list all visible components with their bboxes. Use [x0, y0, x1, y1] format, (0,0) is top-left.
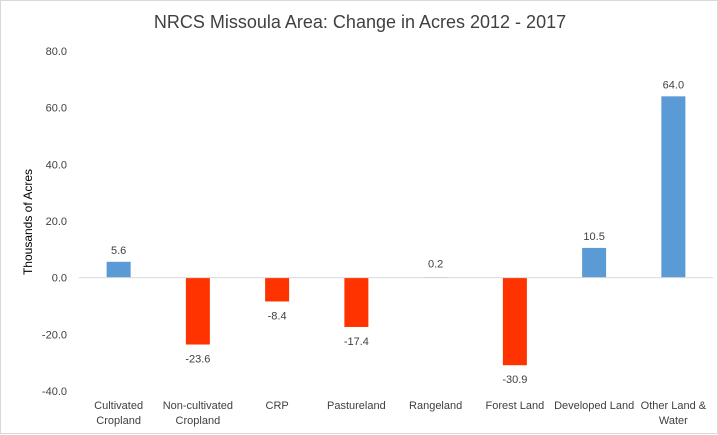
- bar: [185, 277, 210, 345]
- data-label: -30.9: [502, 374, 527, 386]
- data-label: 0.2: [428, 259, 443, 271]
- data-label: 64.0: [663, 79, 684, 91]
- bar: [661, 96, 686, 278]
- category-label: Other Land &: [641, 400, 707, 412]
- bar: [344, 277, 369, 327]
- y-axis-label: Thousands of Acres: [21, 169, 35, 275]
- data-label: -8.4: [268, 310, 287, 322]
- category-label: Cultivated: [94, 400, 143, 412]
- y-tick-label: 20.0: [46, 216, 67, 228]
- data-labels: 5.6 -23.6 -8.4 -17.4 0.2 -30.9 10.5 64.0: [111, 79, 684, 386]
- y-tick-label: 0.0: [52, 273, 67, 285]
- bar: [106, 261, 131, 278]
- y-tick-label: 60.0: [46, 103, 67, 115]
- category-label: Cropland: [96, 415, 141, 427]
- category-labels: Cultivated Cropland Non-cultivated Cropland…: [94, 400, 707, 427]
- data-label: -23.6: [185, 354, 210, 366]
- y-tick-label: 40.0: [46, 159, 67, 171]
- chart-title: NRCS Missoula Area: Change in Acres 2012…: [154, 12, 566, 32]
- data-label: 10.5: [583, 231, 604, 243]
- bars: [106, 96, 686, 366]
- category-label: Rangeland: [409, 400, 462, 412]
- data-label: 5.6: [111, 245, 126, 257]
- category-label: Forest Land: [486, 400, 545, 412]
- bar: [582, 247, 607, 278]
- category-label: Non-cultivated: [163, 400, 233, 412]
- category-label: Developed Land: [554, 400, 634, 412]
- category-label: Pastureland: [327, 400, 386, 412]
- y-tick-label: 80.0: [46, 46, 67, 58]
- data-label: -17.4: [344, 336, 369, 348]
- y-tick-label: -40.0: [42, 386, 67, 398]
- bar: [265, 277, 290, 302]
- bar: [502, 277, 527, 366]
- category-label: CRP: [266, 400, 289, 412]
- category-label: Water: [659, 415, 688, 427]
- y-axis-ticks: 80.0 60.0 40.0 20.0 0.0 -20.0 -40.0: [42, 46, 67, 398]
- y-tick-label: -20.0: [42, 329, 67, 341]
- category-label: Cropland: [176, 415, 221, 427]
